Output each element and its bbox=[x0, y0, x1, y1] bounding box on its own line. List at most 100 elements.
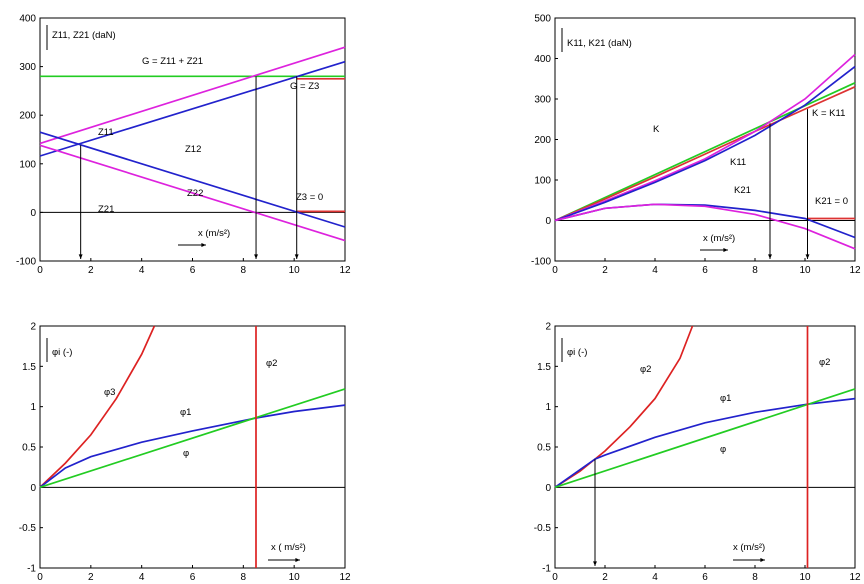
chart1-zero-label: Z3 = 0 bbox=[296, 192, 323, 203]
chart3-axis-label: φi (-) bbox=[52, 347, 72, 358]
chart1-x-tick-label: 0 bbox=[37, 265, 43, 276]
chart2-series-line-6 bbox=[554, 203, 856, 250]
chart4-x-tick-label: 12 bbox=[849, 572, 861, 583]
chart4-y-tick-label: 0 bbox=[545, 483, 551, 494]
chart3-label-phi1: φ1 bbox=[180, 407, 191, 418]
chart4-x-tick-label: 4 bbox=[652, 572, 658, 583]
chart4-x-tick-label: 10 bbox=[799, 572, 811, 583]
chart1-series-z12 bbox=[39, 60, 346, 157]
chart2-x-tick-label: 2 bbox=[602, 265, 608, 276]
chart3-x-tick-label: 4 bbox=[139, 572, 145, 583]
chart4-series--2 bbox=[554, 325, 694, 489]
chart3-x-tick-label: 6 bbox=[190, 572, 196, 583]
chart4-label-phi: φ bbox=[720, 444, 726, 455]
chart4-drop-1-head bbox=[593, 561, 597, 566]
chart2-label-k-zero: K21 = 0 bbox=[815, 196, 848, 207]
chart2-y-tick-label: 400 bbox=[534, 54, 551, 65]
chart4-y-tick-label: -0.5 bbox=[534, 523, 552, 534]
chart2-y-tick-label: -100 bbox=[531, 257, 551, 268]
chart1-x-arrow-head bbox=[201, 243, 206, 247]
chart2-axis-label: K11, K21 (daN) bbox=[567, 38, 632, 49]
chart1-drop-3-head bbox=[294, 254, 299, 259]
chart2-drop-1-head bbox=[768, 254, 772, 259]
chart2-y-tick-label: 500 bbox=[534, 14, 551, 25]
chart1-x-tick-label: 12 bbox=[339, 265, 351, 276]
chart1-series-z11 bbox=[39, 46, 346, 145]
chart2-drop-2-head bbox=[805, 254, 810, 259]
chart2-y-tick-label: 300 bbox=[534, 95, 551, 106]
chart2-series-line-1 bbox=[554, 86, 856, 222]
chart1-y-tick-label: 300 bbox=[19, 62, 36, 73]
chart4-y-tick-label: 0.5 bbox=[537, 443, 551, 454]
chart2-x-tick-label: 12 bbox=[849, 265, 861, 276]
chart4-x-arrow-head bbox=[760, 558, 765, 562]
chart3-x-tick-label: 2 bbox=[88, 572, 94, 583]
chart3-x-tick-label: 12 bbox=[339, 572, 351, 583]
chart1-y-tick-label: 100 bbox=[19, 159, 36, 170]
chart2-plot-frame bbox=[554, 17, 856, 262]
chart4-y-tick-label: 2 bbox=[545, 322, 551, 333]
chart4-x-tick-label: 2 bbox=[602, 572, 608, 583]
chart2-series-k11 bbox=[554, 53, 856, 222]
chart1-series-z22 bbox=[39, 131, 346, 228]
chart3-x-label: x ( m/s²) bbox=[271, 542, 306, 553]
chart2-y-tick-label: 200 bbox=[534, 135, 551, 146]
chart1-x-tick-label: 10 bbox=[289, 265, 301, 276]
chart4-label-phi2-vertical: φ2 bbox=[819, 357, 830, 368]
chart4-x-tick-label: 0 bbox=[552, 572, 558, 583]
chart2-series-k bbox=[554, 82, 856, 222]
chart3-x-arrow-head bbox=[295, 558, 300, 562]
chart1-drop-2-head bbox=[254, 254, 258, 259]
chart2-x-tick-label: 6 bbox=[702, 265, 708, 276]
chart3-y-tick-label: 1.5 bbox=[22, 362, 36, 373]
chart1-label-z11: Z11 bbox=[98, 127, 114, 138]
chart4-plot-frame bbox=[554, 325, 856, 569]
chart1-plot-frame bbox=[39, 17, 346, 262]
chart1-x-label: x (m/s²) bbox=[198, 228, 230, 239]
chart2-label-k21: K21 bbox=[734, 185, 751, 196]
chart2-x-label: x (m/s²) bbox=[703, 233, 735, 244]
chart1-drop-1-head bbox=[78, 254, 83, 259]
chart2-y-tick-label: 0 bbox=[545, 216, 551, 227]
chart4-label-phi1: φ1 bbox=[720, 393, 731, 404]
chart4-y-tick-label: 1.5 bbox=[537, 362, 551, 373]
chart2-series-line-4 bbox=[554, 65, 856, 222]
chart3-label-phi3: φ3 bbox=[104, 387, 115, 398]
chart4-x-label: x (m/s²) bbox=[733, 542, 765, 553]
chart3-y-tick-label: 0 bbox=[30, 483, 36, 494]
chart1-x-tick-label: 2 bbox=[88, 265, 94, 276]
chart4-x-tick-label: 8 bbox=[752, 572, 758, 583]
chart3-series--3 bbox=[39, 325, 156, 488]
chart4-series-- bbox=[554, 388, 856, 489]
chart4-y-tick-label: -1 bbox=[542, 564, 551, 575]
chart2-y-tick-label: 100 bbox=[534, 176, 551, 187]
chart4-series--1 bbox=[554, 397, 856, 488]
chart1-x-tick-label: 6 bbox=[190, 265, 196, 276]
chart3-y-tick-label: 2 bbox=[30, 322, 36, 333]
chart1-sum-label: G = Z11 + Z21 bbox=[142, 56, 203, 67]
chart1-label-z22: Z22 bbox=[187, 188, 203, 199]
chart1-y-tick-label: 400 bbox=[19, 14, 36, 25]
chart3-label-phi2: φ2 bbox=[266, 358, 277, 369]
chart3-y-tick-label: -1 bbox=[27, 564, 36, 575]
chart3-x-tick-label: 0 bbox=[37, 572, 43, 583]
chart2-label-k-eq: K = K11 bbox=[812, 108, 845, 119]
chart1-series-z21 bbox=[39, 144, 346, 242]
chart3-x-tick-label: 8 bbox=[241, 572, 247, 583]
chart3-y-tick-label: 0.5 bbox=[22, 443, 36, 454]
chart2-x-tick-label: 8 bbox=[752, 265, 758, 276]
chart2-x-tick-label: 10 bbox=[799, 265, 811, 276]
chart3-label-phi: φ bbox=[183, 448, 189, 459]
chart2-label-k: K bbox=[653, 124, 660, 135]
chart3-y-tick-label: 1 bbox=[30, 402, 36, 413]
chart4-axis-label: φi (-) bbox=[567, 347, 587, 358]
chart3-series--1 bbox=[39, 404, 346, 488]
chart1-axis-label: Z11, Z21 (daN) bbox=[52, 30, 116, 41]
chart3-x-tick-label: 10 bbox=[289, 572, 301, 583]
chart2-x-tick-label: 4 bbox=[652, 265, 658, 276]
chart1-x-tick-label: 4 bbox=[139, 265, 145, 276]
chart2-x-arrow-head bbox=[723, 248, 728, 252]
chart2-x-tick-label: 0 bbox=[552, 265, 558, 276]
chart3-series-- bbox=[39, 388, 346, 489]
